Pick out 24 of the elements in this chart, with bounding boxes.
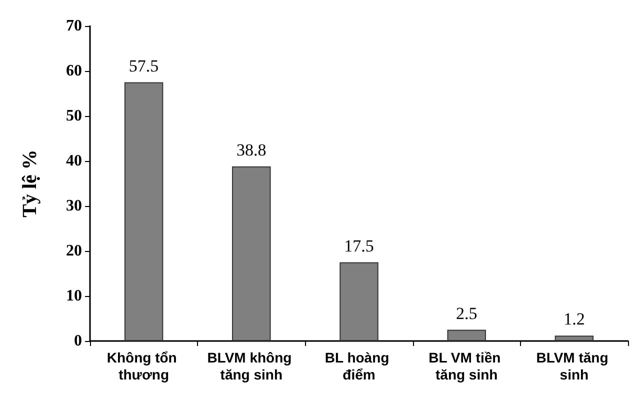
x-tick-label: BLVM tăng sinh (536, 350, 612, 382)
y-tick-label: 0 (74, 332, 82, 350)
x-tick-label: Không tổn thương (106, 350, 181, 382)
y-axis-title: Tỷ lệ % (19, 150, 41, 218)
x-tick-label: BL hoàng điểm (324, 350, 394, 382)
bar (554, 336, 594, 341)
data-label: 17.5 (344, 236, 374, 256)
y-tick-label: 70 (66, 18, 82, 34)
data-label: 57.5 (128, 56, 159, 76)
x-tick-label: BL VM tiền tăng sinh (428, 350, 505, 382)
y-tick-label: 60 (66, 62, 82, 80)
data-label: 1.2 (564, 310, 585, 329)
y-tick-label: 20 (66, 242, 82, 260)
y-tick-label: 40 (66, 152, 82, 170)
x-tick-label: BLVM không tăng sinh (207, 350, 296, 382)
bar (124, 82, 164, 341)
data-label: 38.8 (236, 140, 266, 160)
bar (232, 166, 271, 341)
y-tick-label: 30 (66, 198, 82, 214)
bar (340, 262, 378, 341)
data-label: 2.5 (456, 304, 478, 323)
y-tick-label: 10 (66, 288, 82, 304)
bar (447, 330, 486, 341)
y-tick-label: 50 (66, 108, 82, 124)
